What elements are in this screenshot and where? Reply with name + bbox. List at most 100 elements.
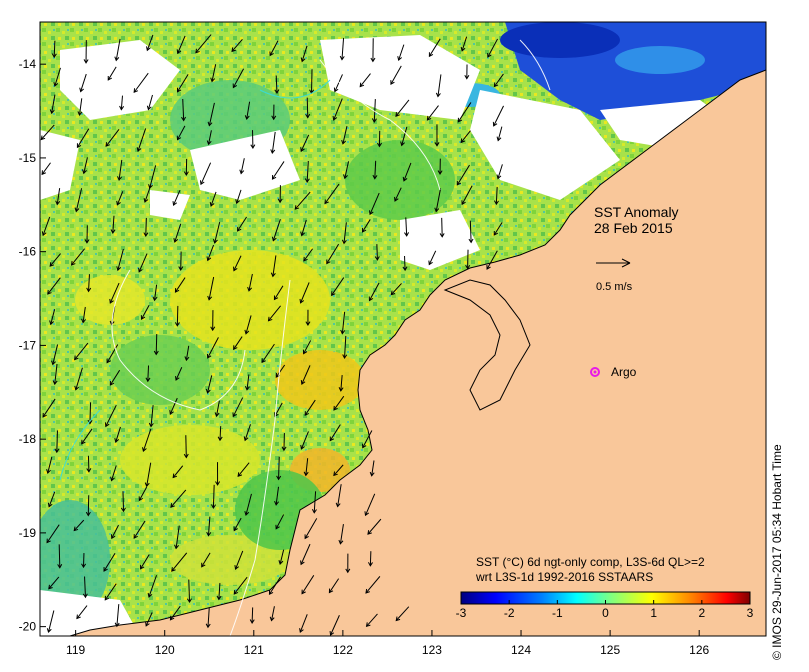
current-vector: [456, 164, 470, 186]
current-vector-head: [269, 616, 275, 622]
current-vector-head: [276, 475, 282, 481]
current-vector-head: [74, 385, 80, 391]
current-vector: [245, 315, 252, 334]
longitude-axis: 119 120 121 122 123 124 125 126: [66, 630, 710, 657]
current-vector: [495, 186, 498, 205]
current-vector-head: [183, 171, 189, 177]
current-vector: [344, 161, 350, 179]
current-vector-head: [328, 588, 334, 594]
current-vector-head: [183, 453, 189, 459]
current-vector-head: [439, 233, 445, 238]
current-vector: [333, 464, 344, 476]
current-vector: [305, 458, 309, 476]
current-vector: [107, 66, 117, 81]
lat-tick-label: -18: [19, 432, 37, 446]
current-vector: [212, 484, 215, 509]
current-vector-head: [140, 564, 145, 570]
current-vector: [329, 424, 341, 441]
current-vector-head: [247, 286, 253, 292]
current-vector-head: [305, 113, 311, 119]
current-vector-head: [210, 77, 216, 83]
current-vector-head: [300, 57, 306, 63]
current-vector-head: [369, 210, 374, 216]
current-vector: [103, 552, 116, 572]
current-vector-head: [374, 256, 380, 261]
current-vectors: [40, 34, 504, 636]
current-vector: [237, 216, 247, 232]
current-vector: [237, 462, 250, 477]
current-vector: [390, 283, 402, 295]
current-vector: [148, 575, 158, 598]
current-vector-head: [437, 170, 443, 175]
map-plot-area: Argo SST Anomaly 28 Feb 2015 0.5 m/s SST…: [40, 22, 766, 636]
current-vector: [48, 491, 56, 507]
current-vector-head: [46, 538, 51, 544]
current-vector-head: [104, 422, 110, 428]
current-vector: [154, 284, 158, 301]
current-vector: [235, 550, 244, 570]
current-vector: [118, 159, 123, 181]
colorbar-tick-label: 3: [747, 606, 754, 620]
current-vector: [111, 524, 119, 539]
current-vector: [175, 525, 180, 549]
current-vector-head: [206, 256, 212, 262]
current-vector: [275, 364, 286, 378]
current-vector-head: [114, 438, 120, 443]
current-vector-head: [184, 356, 190, 362]
current-vector-head: [54, 448, 60, 454]
lat-tick-label: -14: [19, 57, 37, 71]
current-vector: [236, 189, 242, 204]
current-vector: [246, 374, 250, 390]
current-vector: [182, 98, 185, 121]
current-vector: [405, 217, 408, 236]
current-vector-head: [395, 616, 401, 622]
argo-float-marker: [590, 367, 600, 377]
current-vector-head: [114, 56, 120, 62]
current-vector: [369, 551, 372, 566]
current-vector: [117, 248, 124, 271]
current-vector-head: [176, 135, 182, 141]
current-vector-head: [367, 530, 372, 535]
lon-tick-label: 124: [511, 643, 531, 657]
current-vector: [146, 462, 152, 487]
current-vector: [376, 244, 378, 260]
current-vector-head: [261, 358, 266, 364]
current-vector: [133, 520, 146, 539]
current-vector: [275, 75, 278, 94]
current-vector: [240, 158, 245, 174]
current-vector-head: [233, 345, 238, 351]
current-vector: [173, 190, 181, 206]
current-vector-head: [333, 405, 338, 411]
current-vector: [441, 217, 443, 237]
colorbar-ticks: -3 -2 -1 0 1 2 3: [456, 600, 754, 620]
current-vector: [142, 428, 152, 452]
current-vector: [300, 431, 309, 450]
current-vector-head: [170, 503, 175, 508]
current-vector-head: [434, 207, 440, 213]
current-vector-head: [213, 238, 218, 244]
current-vector-head: [464, 74, 470, 80]
current-vector-head: [299, 628, 304, 634]
current-vector: [207, 516, 211, 536]
current-vector: [141, 305, 150, 320]
current-vector-head: [342, 354, 348, 360]
current-vector: [84, 576, 86, 598]
lon-tick-label: 121: [244, 643, 264, 657]
current-vector: [333, 98, 343, 121]
current-vector-head: [492, 121, 498, 127]
current-vector-head: [145, 621, 150, 627]
current-vector-head: [300, 147, 305, 153]
current-vector-head: [273, 295, 279, 301]
current-vector: [53, 40, 56, 58]
current-vector: [56, 430, 58, 453]
current-vector: [52, 344, 59, 365]
lon-tick-label: 123: [422, 643, 442, 657]
current-vector-head: [368, 296, 374, 302]
current-vector: [185, 345, 190, 361]
current-vector: [341, 37, 345, 60]
current-vector-head: [116, 266, 122, 272]
current-vector: [207, 608, 210, 628]
current-vector: [272, 161, 285, 180]
lat-tick-label: -20: [19, 620, 37, 634]
